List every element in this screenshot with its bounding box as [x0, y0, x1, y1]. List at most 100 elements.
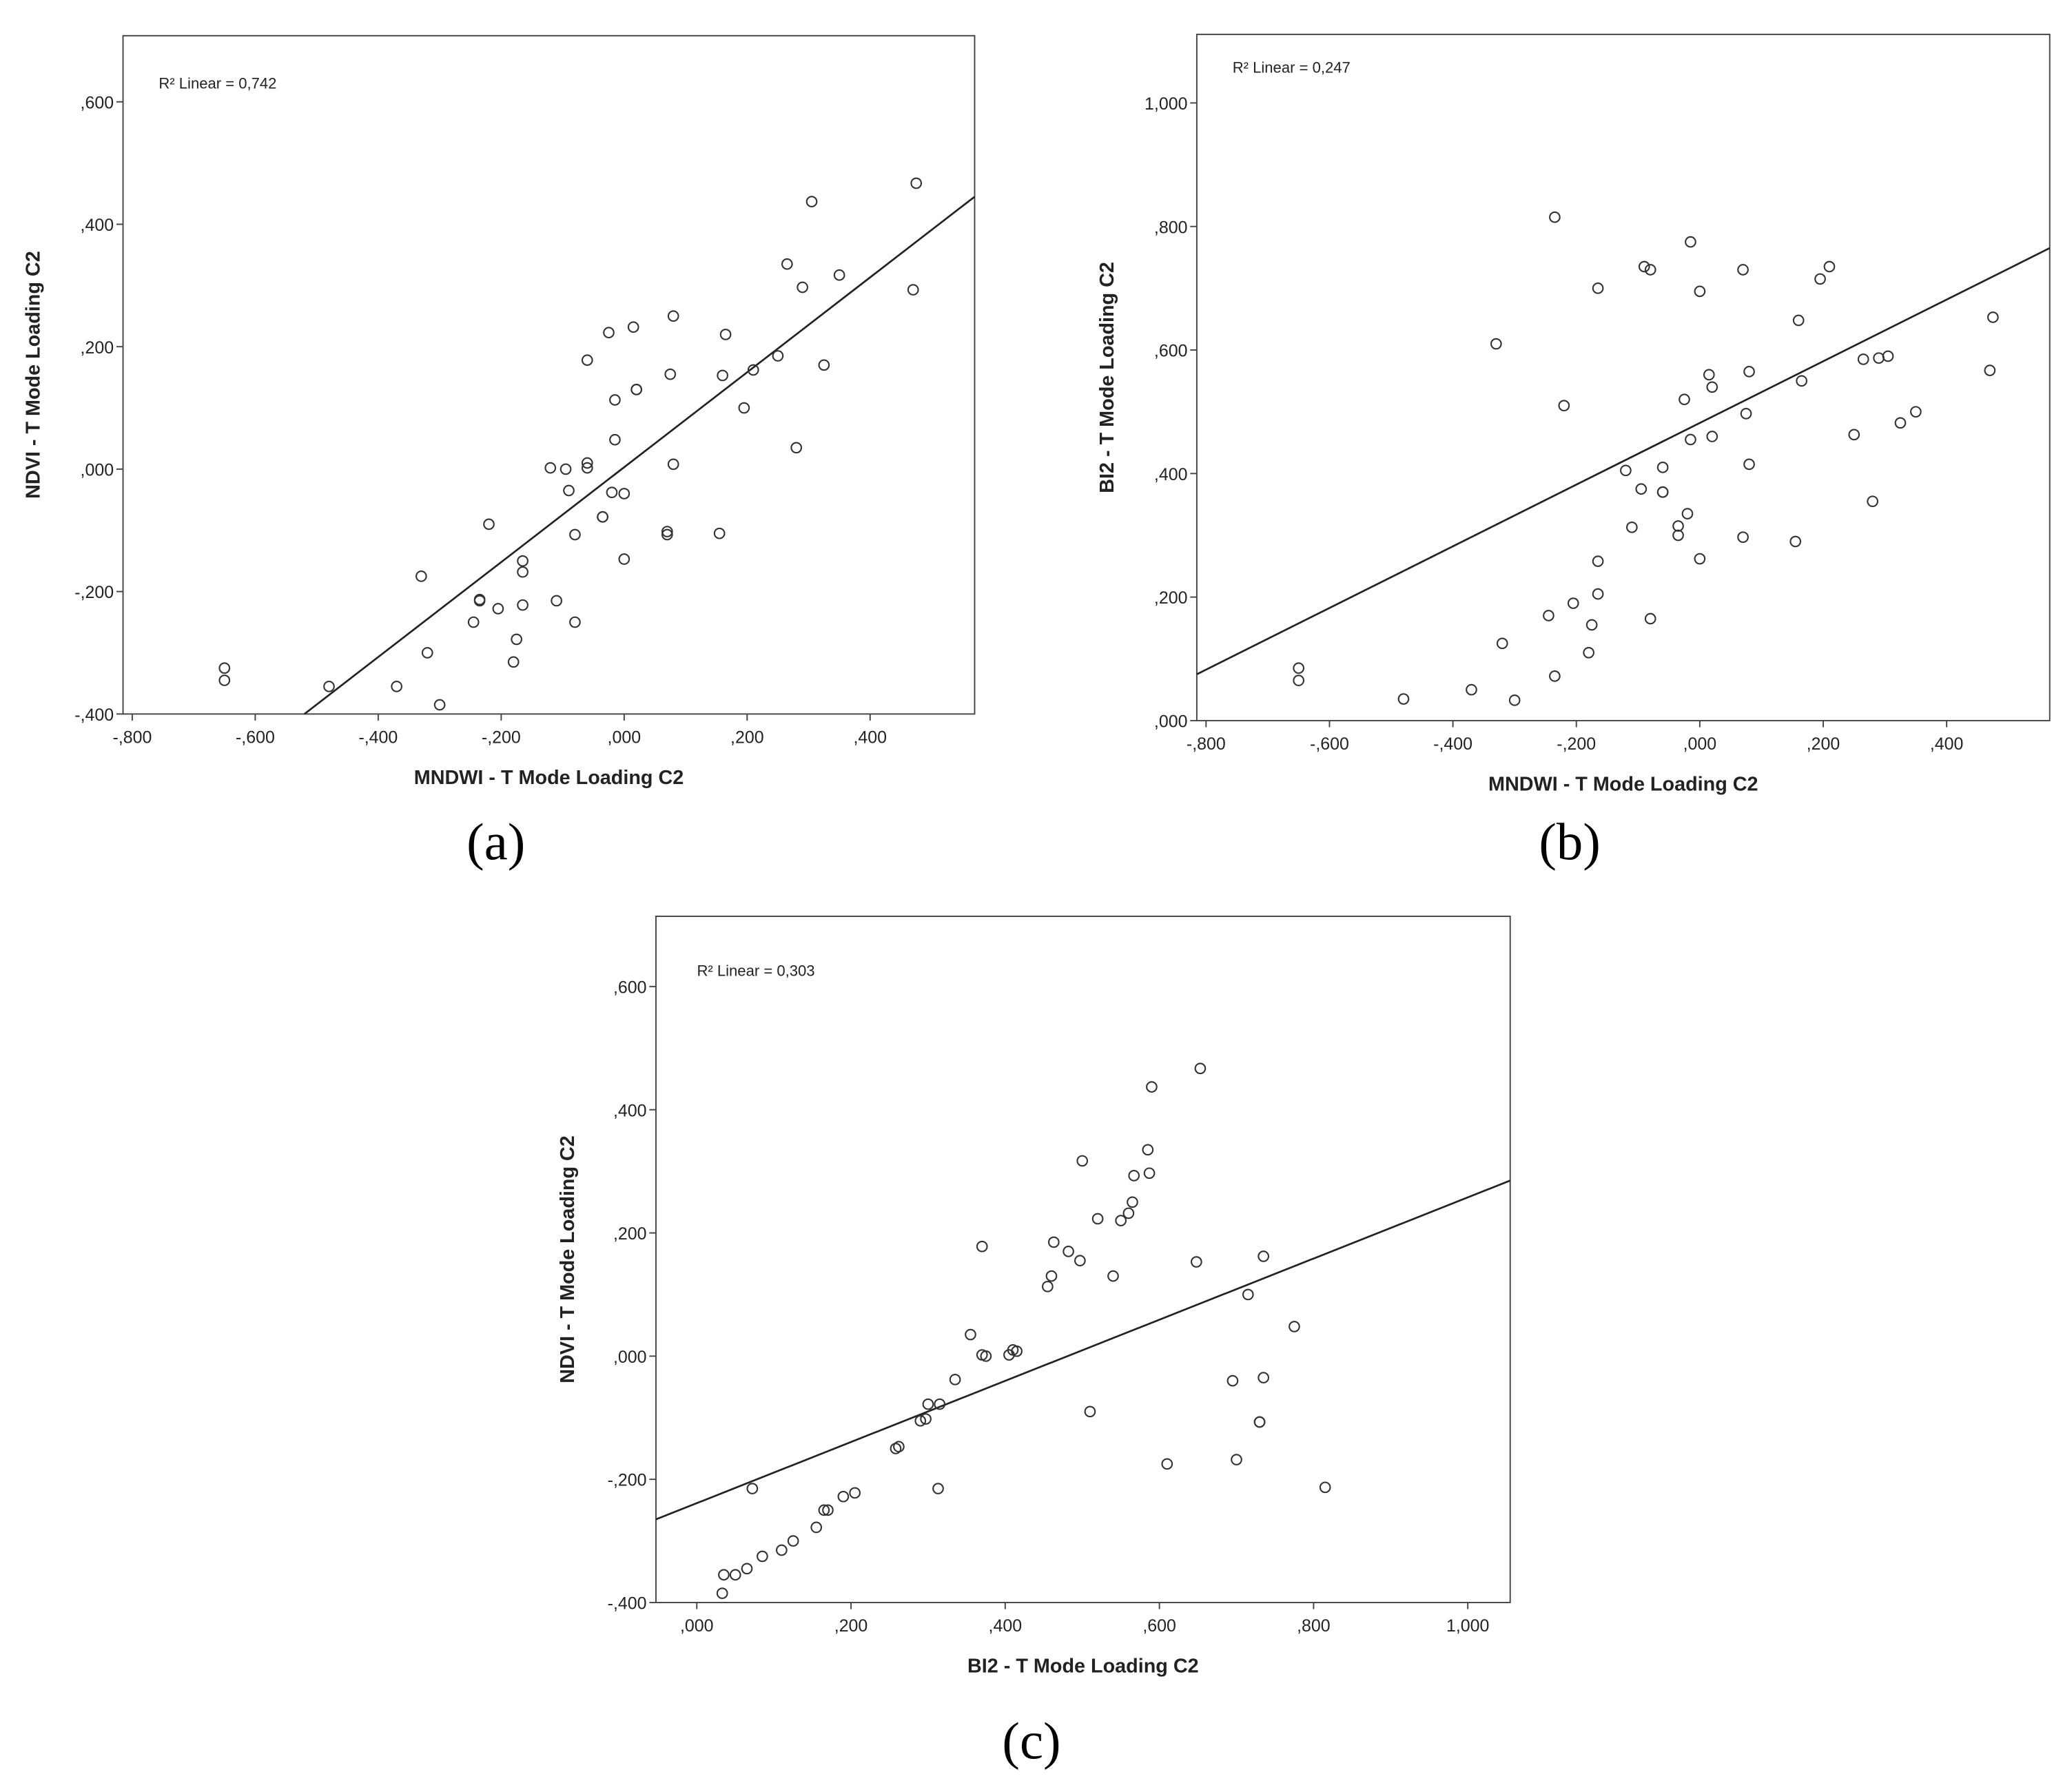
point	[1592, 555, 1604, 567]
point	[609, 433, 621, 446]
point	[965, 1328, 976, 1341]
x-tick-label: ,200	[834, 1616, 868, 1636]
plot-area	[655, 915, 1511, 1603]
point	[1796, 375, 1808, 387]
point	[1644, 264, 1656, 276]
point	[1592, 588, 1604, 600]
point	[776, 1544, 788, 1556]
y-tick-label: ,600	[1154, 342, 1188, 361]
point	[1567, 597, 1579, 609]
y-tick-label: ,800	[1154, 218, 1188, 237]
panel-label: (a)	[466, 812, 525, 871]
point	[1258, 1372, 1270, 1383]
point	[569, 528, 581, 541]
y-tick-label: ,000	[613, 1348, 647, 1367]
point	[1076, 1155, 1089, 1167]
point	[1681, 508, 1694, 519]
point	[922, 1398, 934, 1410]
point	[976, 1349, 988, 1361]
y-axis-title: NDVI - T Mode Loading C2	[557, 1135, 579, 1383]
point	[910, 177, 923, 189]
y-tick-label: -,400	[608, 1594, 647, 1614]
point	[517, 555, 528, 567]
point	[1231, 1454, 1242, 1465]
point	[627, 321, 639, 333]
point	[716, 1587, 728, 1599]
point	[1737, 531, 1749, 544]
point	[1743, 366, 1755, 378]
point	[1910, 406, 1922, 418]
point	[551, 595, 563, 607]
y-axis-title: NDVI - T Mode Loading C2	[23, 251, 45, 499]
y-tick-label: -,400	[74, 706, 114, 725]
point	[1242, 1288, 1254, 1301]
x-tick-label: -,400	[1433, 734, 1472, 754]
panel-label: (c)	[1002, 1711, 1060, 1770]
x-tick-label: ,400	[854, 728, 887, 748]
point	[1987, 311, 1999, 323]
point	[1397, 693, 1410, 705]
point	[415, 570, 427, 582]
point	[1091, 1213, 1104, 1225]
y-tick-label: -,200	[608, 1471, 647, 1490]
x-axis-title: MNDWI - T Mode Loading C2	[1488, 774, 1758, 796]
point	[1789, 535, 1802, 548]
point	[323, 680, 335, 692]
x-axis-title: MNDWI - T Mode Loading C2	[414, 767, 684, 789]
y-tick-label: ,000	[81, 461, 114, 480]
point	[1620, 464, 1632, 477]
point	[1635, 483, 1648, 495]
point	[1549, 670, 1561, 682]
point	[1293, 662, 1305, 674]
point	[1107, 1270, 1119, 1282]
point	[1063, 1246, 1074, 1257]
point	[581, 457, 593, 469]
point	[667, 310, 679, 322]
point	[218, 662, 231, 674]
point	[1583, 646, 1595, 659]
point	[1122, 1207, 1135, 1219]
x-tick-label: ,400	[1930, 734, 1964, 754]
point	[837, 1490, 850, 1503]
point	[818, 1504, 830, 1516]
point	[746, 1483, 759, 1494]
point	[1490, 338, 1502, 350]
point	[563, 484, 575, 497]
point	[569, 616, 581, 628]
y-tick-label: ,200	[81, 338, 114, 358]
point	[805, 196, 818, 207]
point	[1226, 1374, 1239, 1387]
point	[667, 458, 679, 471]
point	[1143, 1167, 1156, 1180]
point	[1672, 520, 1684, 532]
point	[1894, 417, 1907, 429]
point	[661, 528, 673, 541]
point	[1694, 553, 1706, 565]
point	[833, 269, 845, 281]
point	[1585, 619, 1598, 631]
point	[1706, 431, 1718, 442]
point	[1685, 433, 1696, 446]
y-tick-label: ,600	[613, 978, 647, 997]
point	[790, 442, 803, 454]
point	[949, 1373, 961, 1386]
point	[507, 656, 520, 668]
point	[1848, 429, 1860, 441]
point	[1011, 1345, 1023, 1357]
point	[581, 462, 593, 474]
point	[1128, 1170, 1140, 1182]
point	[1258, 1250, 1270, 1262]
point	[1679, 393, 1690, 406]
point	[797, 281, 808, 293]
x-tick-label: ,600	[1142, 1616, 1176, 1636]
point	[1857, 353, 1869, 365]
point	[473, 595, 486, 607]
point	[1814, 273, 1826, 285]
point	[1656, 462, 1669, 473]
point	[1867, 495, 1879, 508]
point	[421, 647, 433, 659]
point	[511, 633, 523, 646]
point	[1042, 1280, 1054, 1292]
y-tick-label: ,000	[1154, 712, 1188, 732]
